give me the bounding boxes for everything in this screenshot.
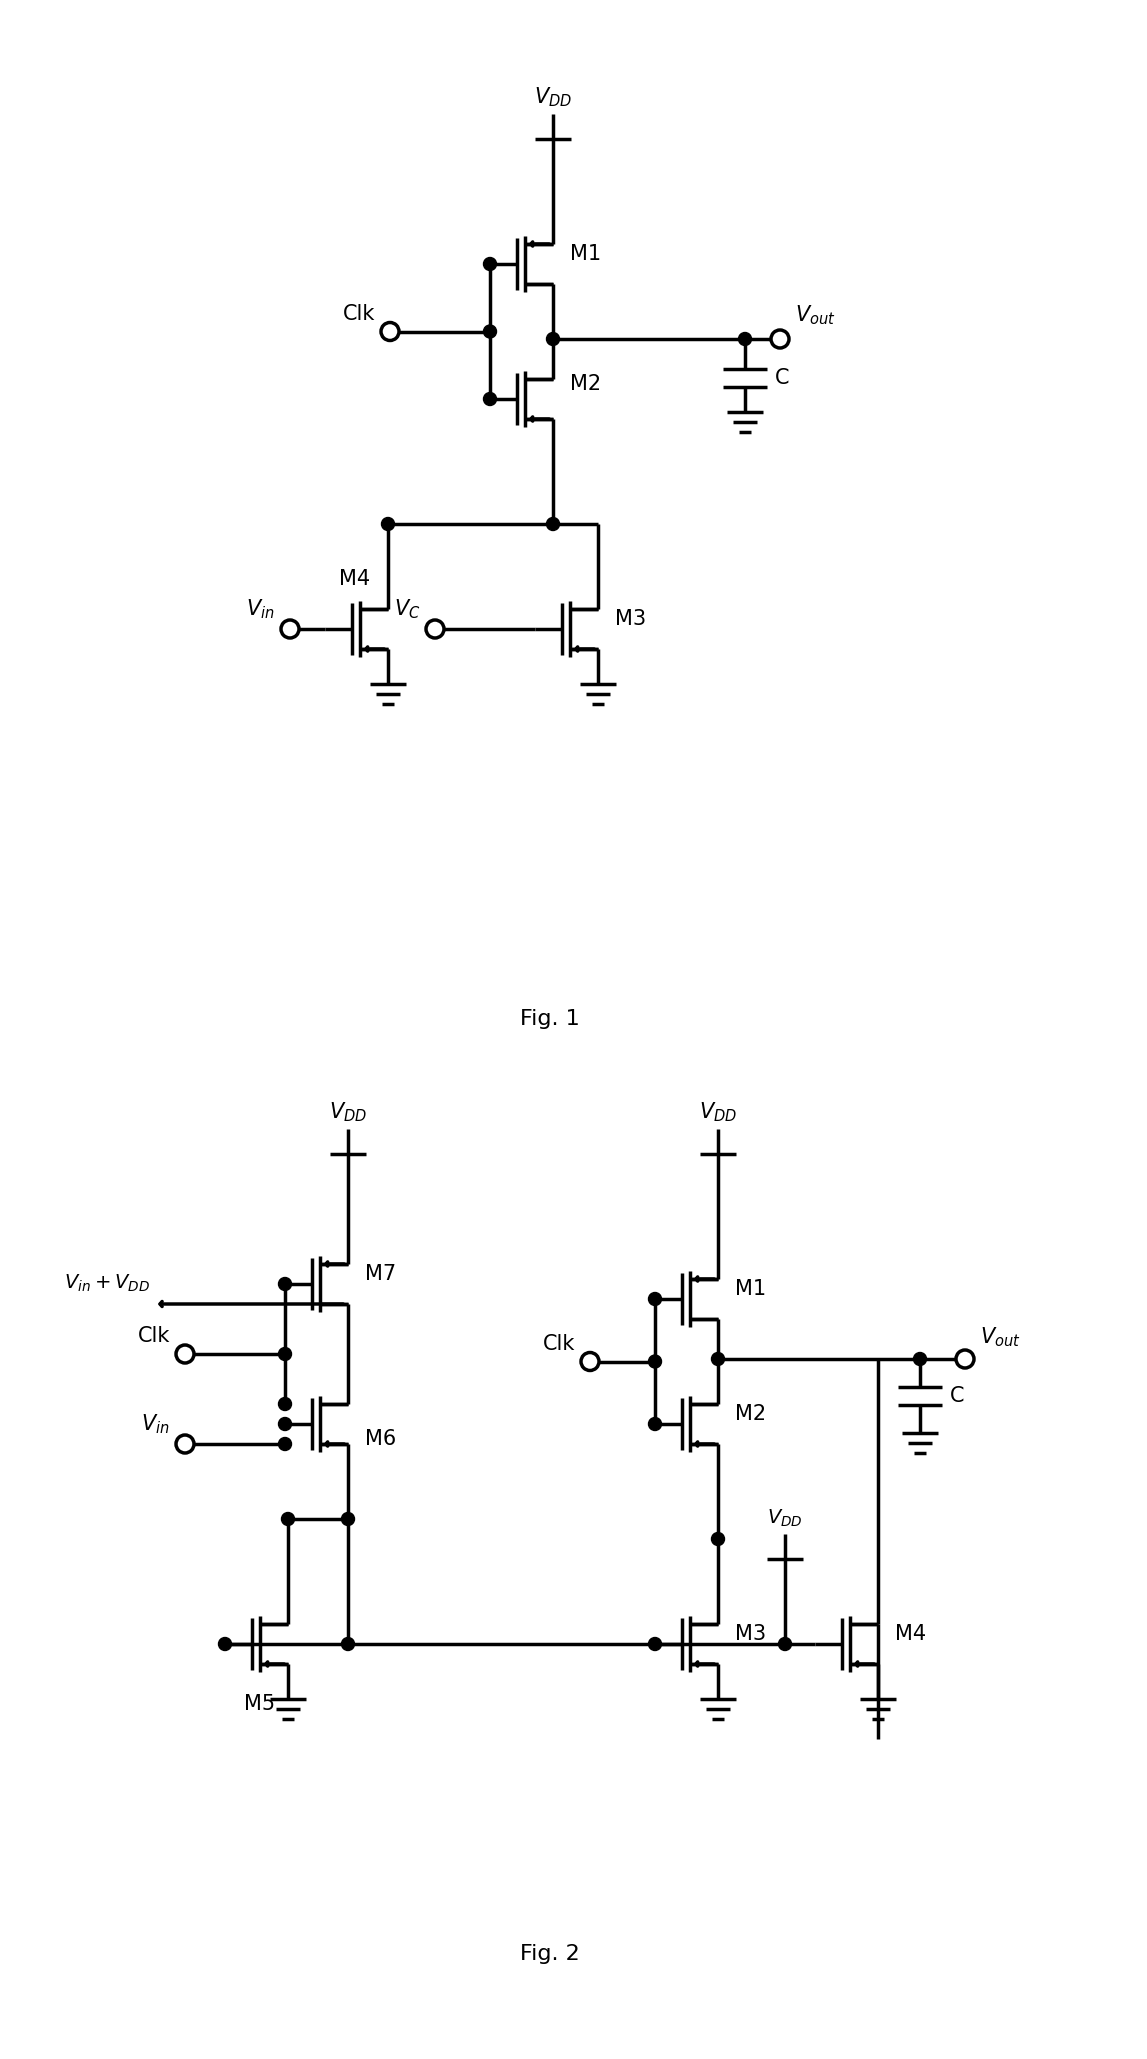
Text: M2: M2	[570, 375, 601, 393]
Circle shape	[484, 393, 497, 406]
Text: M1: M1	[570, 245, 601, 264]
Circle shape	[648, 1417, 662, 1431]
Circle shape	[582, 1353, 599, 1371]
Text: M6: M6	[365, 1429, 396, 1450]
Circle shape	[739, 331, 751, 346]
Text: M3: M3	[735, 1625, 766, 1643]
Circle shape	[342, 1513, 354, 1526]
Circle shape	[779, 1637, 791, 1651]
Circle shape	[546, 331, 560, 346]
Circle shape	[913, 1353, 927, 1365]
Circle shape	[279, 1417, 291, 1431]
Text: $V_{in}+V_{DD}$: $V_{in}+V_{DD}$	[64, 1272, 150, 1293]
Text: $V_{out}$: $V_{out}$	[795, 303, 836, 327]
Circle shape	[279, 1398, 291, 1410]
Circle shape	[484, 257, 497, 270]
Circle shape	[382, 517, 395, 531]
Text: M7: M7	[365, 1264, 396, 1285]
Circle shape	[279, 1347, 291, 1361]
Text: M4: M4	[340, 568, 370, 589]
Text: $V_{DD}$: $V_{DD}$	[535, 84, 572, 109]
Text: $V_{in}$: $V_{in}$	[141, 1412, 170, 1435]
Circle shape	[648, 1355, 662, 1367]
Circle shape	[484, 325, 497, 338]
Text: $V_{DD}$: $V_{DD}$	[699, 1100, 738, 1124]
Text: Fig. 1: Fig. 1	[520, 1009, 580, 1030]
Text: $V_{in}$: $V_{in}$	[247, 597, 275, 622]
Circle shape	[281, 620, 299, 638]
Circle shape	[175, 1345, 194, 1363]
Text: M5: M5	[244, 1695, 275, 1713]
Circle shape	[281, 1513, 295, 1526]
Text: C: C	[950, 1386, 965, 1406]
Text: $V_{out}$: $V_{out}$	[980, 1326, 1021, 1349]
Circle shape	[426, 620, 444, 638]
Circle shape	[279, 1437, 291, 1450]
Circle shape	[711, 1353, 725, 1365]
Circle shape	[342, 1637, 354, 1651]
Text: C: C	[775, 369, 789, 387]
Circle shape	[218, 1637, 232, 1651]
Text: Clk: Clk	[543, 1334, 575, 1353]
Circle shape	[546, 517, 560, 531]
Circle shape	[648, 1637, 662, 1651]
Text: $V_C$: $V_C$	[393, 597, 420, 622]
Text: M3: M3	[615, 609, 646, 628]
Circle shape	[175, 1435, 194, 1454]
Text: Clk: Clk	[138, 1326, 170, 1347]
Text: M1: M1	[735, 1279, 766, 1299]
Circle shape	[279, 1277, 291, 1291]
Text: $V_{DD}$: $V_{DD}$	[767, 1507, 803, 1530]
Circle shape	[381, 323, 399, 340]
Circle shape	[955, 1351, 974, 1367]
Text: $V_{DD}$: $V_{DD}$	[329, 1100, 367, 1124]
Circle shape	[771, 329, 789, 348]
Text: Clk: Clk	[343, 303, 375, 323]
Circle shape	[648, 1293, 662, 1305]
Text: M4: M4	[895, 1625, 926, 1643]
Text: M2: M2	[735, 1404, 766, 1425]
Text: Fig. 2: Fig. 2	[520, 1944, 580, 1964]
Circle shape	[711, 1532, 725, 1546]
